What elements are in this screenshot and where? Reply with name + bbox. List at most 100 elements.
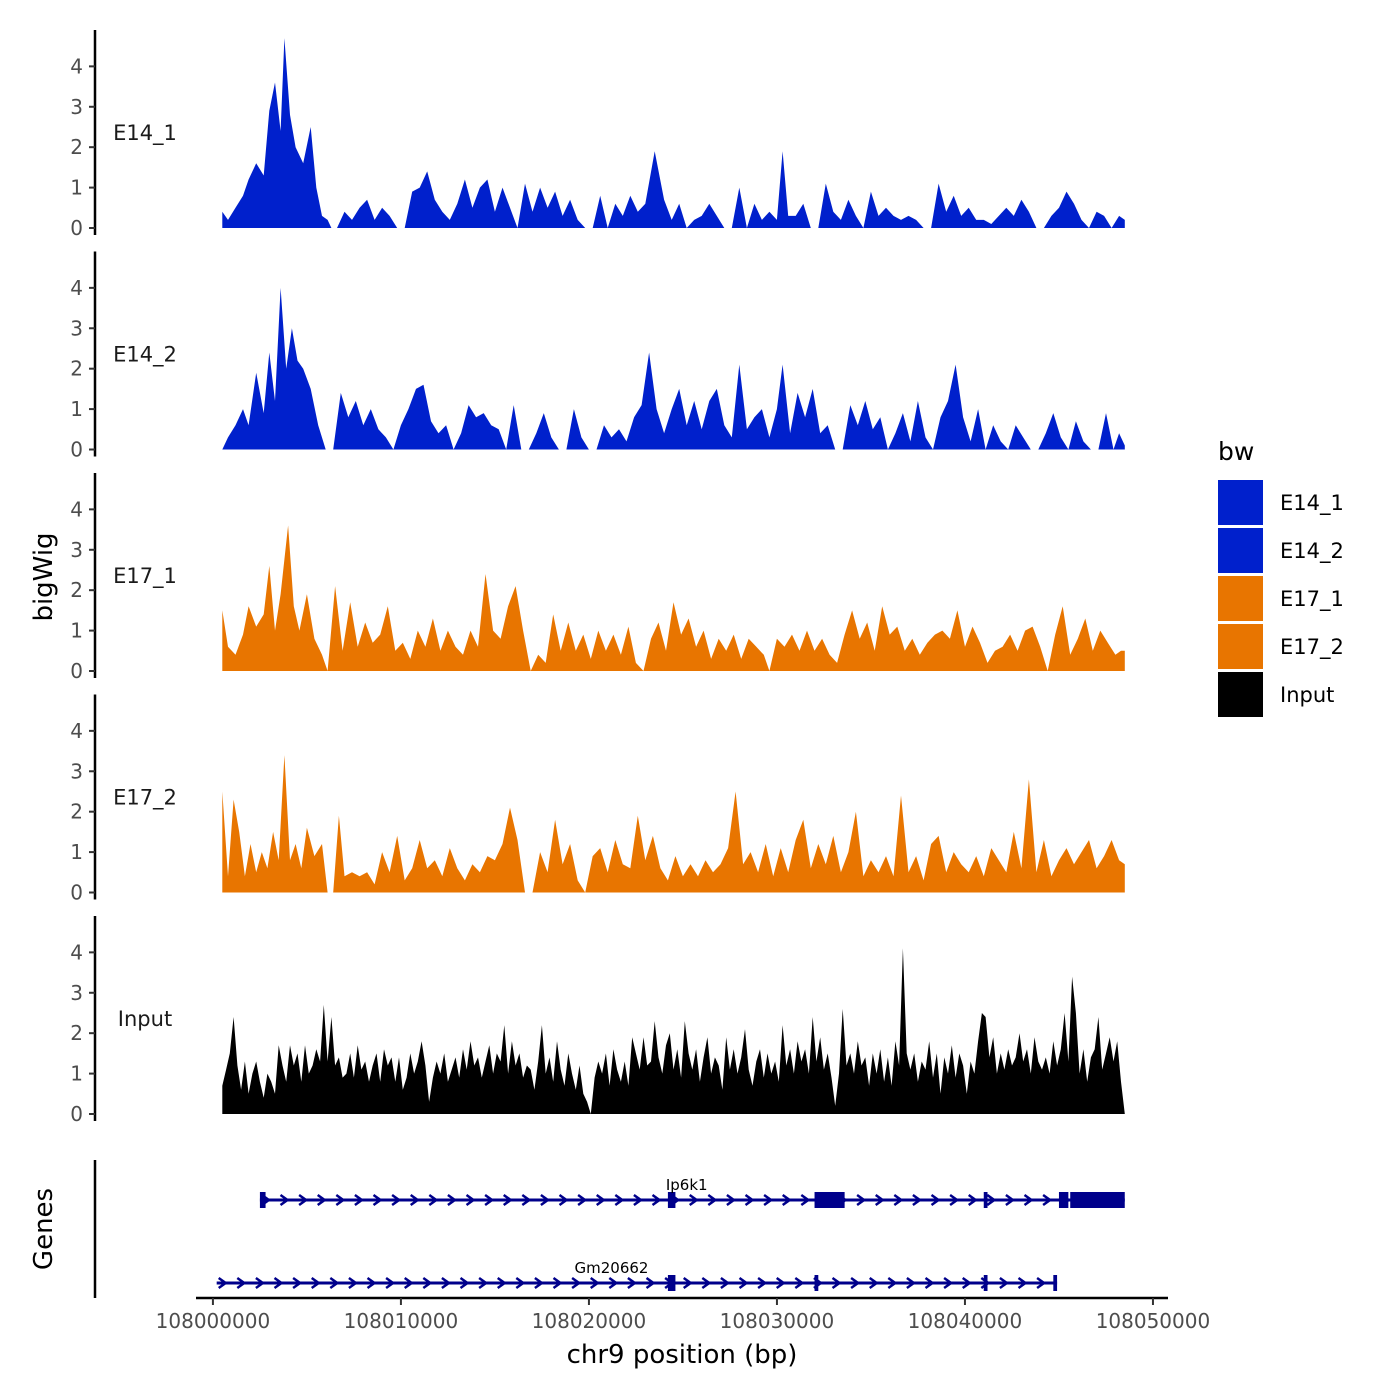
- x-tick-label: 108020000: [532, 1309, 647, 1333]
- strand-chevron: [627, 1276, 638, 1290]
- strand-chevron: [775, 1276, 786, 1290]
- strand-chevron: [502, 1193, 513, 1207]
- y-tick-label: 3: [70, 538, 83, 562]
- signal-area: [222, 525, 1125, 671]
- track-label: Input: [118, 1007, 172, 1031]
- y-tick-label: 2: [70, 800, 83, 824]
- gene-label: Ip6k1: [666, 1176, 708, 1194]
- strand-chevron: [422, 1276, 433, 1290]
- track-e14-2: 0 1 2 3 4 E14_2: [70, 251, 1125, 462]
- track-e17-2: 0 1 2 3 4 E17_2: [70, 694, 1125, 905]
- signal-area: [222, 948, 1125, 1114]
- strand-chevron: [1042, 1193, 1053, 1207]
- strand-chevron: [757, 1276, 768, 1290]
- y-tick-label: 0: [70, 881, 83, 905]
- y-tick-label: 3: [70, 95, 83, 119]
- gene-ip6k1: Ip6k1: [259, 1176, 1125, 1208]
- y-tick-label: 3: [70, 759, 83, 783]
- exon: [1053, 1275, 1058, 1291]
- exon: [983, 1275, 988, 1291]
- strand-chevron: [329, 1276, 340, 1290]
- strand-chevron: [980, 1276, 991, 1290]
- gene-gm20662: Gm20662: [216, 1259, 1058, 1291]
- gene-label: Gm20662: [575, 1259, 649, 1277]
- signal-area: [222, 38, 1125, 228]
- legend-swatch: [1218, 672, 1263, 717]
- strand-chevron: [924, 1276, 935, 1290]
- strand-chevron: [385, 1276, 396, 1290]
- strand-chevron: [781, 1193, 792, 1207]
- strand-chevron: [354, 1193, 365, 1207]
- y-tick-label: 1: [70, 1062, 83, 1086]
- exon: [1058, 1192, 1069, 1208]
- legend-label: Input: [1280, 683, 1334, 707]
- strand-chevron: [763, 1193, 774, 1207]
- legend-title: bw: [1218, 437, 1254, 466]
- strand-chevron: [298, 1193, 309, 1207]
- strand-chevron: [850, 1276, 861, 1290]
- exon: [1070, 1192, 1125, 1208]
- strand-chevron: [930, 1193, 941, 1207]
- strand-chevron: [540, 1193, 551, 1207]
- track-label: E17_2: [113, 786, 177, 811]
- strand-chevron: [868, 1276, 879, 1290]
- strand-chevron: [856, 1193, 867, 1207]
- y-tick-label: 2: [70, 578, 83, 602]
- strand-chevron: [943, 1276, 954, 1290]
- y-tick-label: 0: [70, 438, 83, 462]
- strand-chevron: [558, 1193, 569, 1207]
- strand-chevron: [366, 1276, 377, 1290]
- y-tick-label: 2: [70, 1021, 83, 1045]
- y-tick-label: 4: [70, 719, 83, 743]
- y-tick-label: 1: [70, 397, 83, 421]
- strand-chevron: [589, 1276, 600, 1290]
- strand-chevron: [961, 1276, 972, 1290]
- strand-chevron: [534, 1276, 545, 1290]
- strand-chevron: [701, 1276, 712, 1290]
- strand-chevron: [217, 1276, 228, 1290]
- track-label: E14_2: [113, 343, 177, 368]
- strand-chevron: [912, 1193, 923, 1207]
- strand-chevron: [372, 1193, 383, 1207]
- strand-chevron: [1023, 1193, 1034, 1207]
- strand-chevron: [1005, 1193, 1016, 1207]
- strand-chevron: [571, 1276, 582, 1290]
- strand-chevron: [521, 1193, 532, 1207]
- exon: [983, 1192, 988, 1208]
- strand-chevron: [478, 1276, 489, 1290]
- legend-swatch: [1218, 528, 1263, 573]
- strand-chevron: [595, 1193, 606, 1207]
- x-tick-label: 108000000: [156, 1309, 271, 1333]
- exon: [667, 1275, 676, 1291]
- strand-chevron: [738, 1276, 749, 1290]
- x-axis-title: chr9 position (bp): [567, 1340, 798, 1370]
- strand-chevron: [614, 1193, 625, 1207]
- track-label: E17_1: [113, 564, 177, 589]
- strand-chevron: [310, 1276, 321, 1290]
- strand-chevron: [465, 1193, 476, 1207]
- track-input: 0 1 2 3 4 Input: [70, 916, 1125, 1126]
- y-tick-label: 1: [70, 840, 83, 864]
- strand-chevron: [1017, 1276, 1028, 1290]
- strand-chevron: [800, 1193, 811, 1207]
- x-tick-label: 108050000: [1096, 1309, 1211, 1333]
- strand-chevron: [893, 1193, 904, 1207]
- y-tick-label: 1: [70, 176, 83, 200]
- y-tick-label: 3: [70, 316, 83, 340]
- strand-chevron: [496, 1276, 507, 1290]
- exon: [667, 1192, 676, 1208]
- y-tick-label: 0: [70, 659, 83, 683]
- track-e14-1: 0 1 2 3 4 E14_1: [70, 30, 1125, 240]
- strand-chevron: [348, 1276, 359, 1290]
- genes-panel: Ip6k1 Gm20662: [93, 1160, 1125, 1298]
- exon: [814, 1192, 845, 1208]
- strand-chevron: [577, 1193, 588, 1207]
- strand-chevron: [651, 1193, 662, 1207]
- strand-chevron: [986, 1193, 997, 1207]
- strand-chevron: [1036, 1276, 1047, 1290]
- strand-chevron: [292, 1276, 303, 1290]
- legend-swatch: [1218, 624, 1263, 669]
- strand-chevron: [633, 1193, 644, 1207]
- legend-swatch: [1218, 480, 1263, 525]
- exon: [259, 1192, 266, 1208]
